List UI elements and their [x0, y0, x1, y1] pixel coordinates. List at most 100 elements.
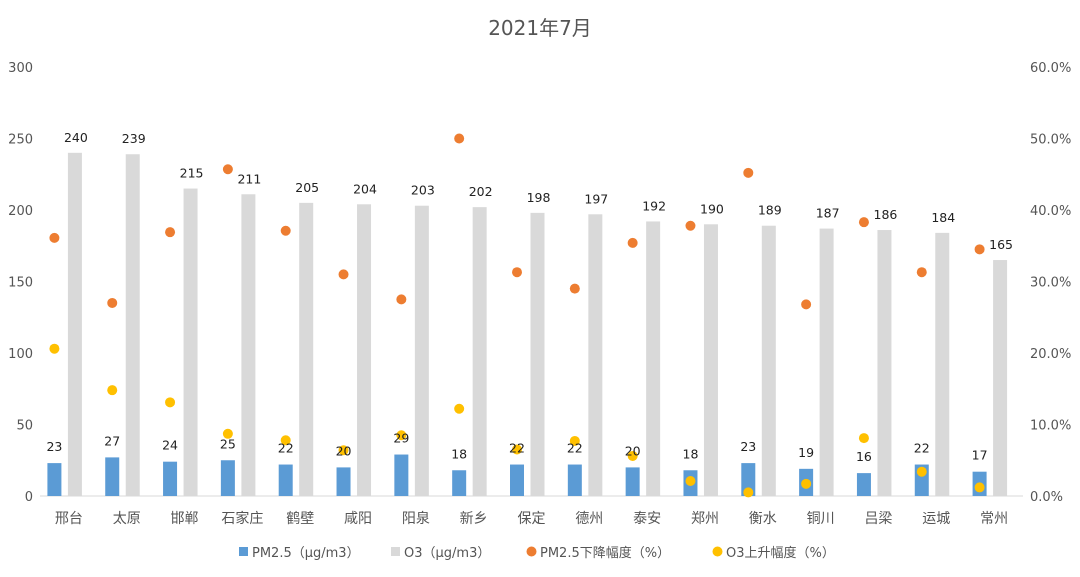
- pm25-data-label: 23: [46, 439, 62, 454]
- o3-increase-point: [743, 487, 754, 498]
- pm25-data-label: 22: [914, 441, 930, 456]
- o3-data-label: 190: [700, 201, 724, 216]
- y-left-tick-label: 250: [8, 133, 33, 148]
- o3-data-label: 203: [411, 183, 435, 198]
- bars: [47, 152, 1008, 497]
- legend-marker: [239, 547, 248, 556]
- o3-bar: [935, 232, 950, 496]
- o3-bar: [241, 194, 256, 496]
- legend-label: PM2.5（μg/m3）: [252, 546, 360, 561]
- pm25-decrease-point: [743, 167, 754, 178]
- o3-bar: [67, 152, 82, 497]
- o3-bar: [414, 205, 429, 496]
- pm25-bar: [394, 454, 409, 496]
- x-tick-label: 铜川: [807, 511, 835, 527]
- x-tick-label: 邢台: [55, 511, 83, 527]
- legend-label: O3（μg/m3）: [404, 546, 490, 561]
- pm25-bar: [336, 467, 351, 496]
- o3-bar: [877, 230, 892, 496]
- o3-increase-point: [685, 475, 696, 486]
- pm25-decrease-point: [801, 299, 812, 310]
- o3-bar: [761, 225, 776, 497]
- y-right-tick-label: 10.0%: [1030, 419, 1071, 434]
- x-tick-label: 石家庄: [221, 510, 263, 527]
- pm25-bar: [567, 464, 582, 496]
- y-right-tick-label: 50.0%: [1030, 133, 1071, 148]
- pm25-bar: [741, 463, 756, 496]
- pm25-data-label: 20: [625, 443, 641, 458]
- pm25-data-label: 20: [336, 443, 352, 458]
- pm25-bar: [452, 470, 467, 496]
- x-tick-label: 泰安: [633, 511, 661, 527]
- pm25-decrease-point: [165, 227, 176, 238]
- y-left-tick-label: 0: [25, 490, 33, 505]
- o3-data-label: 187: [816, 206, 840, 221]
- o3-bar: [646, 221, 661, 496]
- pm25-decrease-point: [338, 269, 349, 280]
- chart-title: 2021年7月: [488, 16, 592, 40]
- pm25-data-label: 22: [509, 441, 525, 456]
- pm25-decrease-point: [512, 267, 522, 278]
- o3-bar: [993, 260, 1008, 496]
- o3-increase-point: [974, 482, 985, 493]
- pm25-bar: [220, 460, 235, 496]
- pm25-data-label: 27: [104, 433, 120, 448]
- y-right-tick-label: 60.0%: [1030, 61, 1071, 76]
- pm25-data-label: 29: [393, 431, 409, 446]
- x-tick-label: 德州: [575, 511, 603, 527]
- o3-data-label: 198: [527, 190, 551, 205]
- pm25-decrease-point: [627, 237, 638, 248]
- o3-increase-point: [627, 450, 638, 461]
- pm25-data-label: 24: [162, 438, 178, 453]
- pm25-decrease-point: [685, 220, 696, 231]
- o3-data-label: 211: [237, 171, 261, 186]
- pm25-data-label: 19: [798, 445, 814, 460]
- o3-data-label: 189: [758, 203, 782, 218]
- y-right-tick-label: 40.0%: [1030, 204, 1071, 219]
- pm25-data-label: 18: [451, 446, 467, 461]
- data-labels: 2324027239242152521122205202042920318202…: [46, 130, 1013, 464]
- o3-bar: [472, 207, 487, 496]
- o3-increase-point: [396, 430, 407, 441]
- pm25-bar: [163, 461, 178, 496]
- x-tick-label: 阳泉: [402, 510, 430, 527]
- o3-bar: [357, 204, 372, 496]
- x-tick-label: 郑州: [691, 511, 719, 527]
- pm25-decrease-point: [858, 217, 869, 228]
- o3-increase-point: [512, 444, 522, 455]
- x-tick-label: 新乡: [460, 511, 488, 527]
- o3-data-label: 186: [874, 207, 898, 222]
- y-right-tick-label: 20.0%: [1030, 347, 1071, 362]
- o3-increase-point: [916, 466, 927, 477]
- legend-marker: [526, 546, 537, 557]
- x-tick-label: 常州: [980, 511, 1008, 527]
- y-left-tick-label: 300: [8, 61, 33, 76]
- y-left-tick-label: 100: [8, 347, 33, 362]
- o3-data-label: 215: [180, 166, 204, 181]
- o3-increase-point: [107, 385, 118, 396]
- x-tick-label: 保定: [518, 511, 546, 527]
- x-tick-label: 咸阳: [344, 511, 372, 527]
- o3-increase-point: [280, 435, 291, 446]
- pm25-data-label: 18: [683, 446, 699, 461]
- y-right-tick-label: 0.0%: [1030, 490, 1063, 505]
- points: [49, 133, 985, 498]
- o3-bar: [588, 214, 603, 497]
- pm25-decrease-point: [280, 225, 291, 236]
- y-right-tick-label: 30.0%: [1030, 276, 1071, 291]
- o3-bar: [183, 188, 198, 497]
- pm25-decrease-point: [49, 232, 60, 243]
- pm25-decrease-point: [396, 294, 407, 305]
- pm25-data-label: 25: [220, 436, 236, 451]
- o3-data-label: 204: [353, 181, 377, 196]
- o3-increase-point: [569, 435, 580, 446]
- legend-marker: [391, 547, 400, 556]
- o3-increase-point: [49, 343, 60, 354]
- axes: 0 50 100 150 200 250 300 0.0% 10.0% 20.0% 30.0% 40.…: [8, 61, 1071, 527]
- o3-bar: [299, 202, 314, 496]
- o3-increase-point: [165, 397, 176, 408]
- pm25-data-label: 22: [567, 441, 583, 456]
- legend-label: O3上升幅度（%）: [726, 545, 835, 561]
